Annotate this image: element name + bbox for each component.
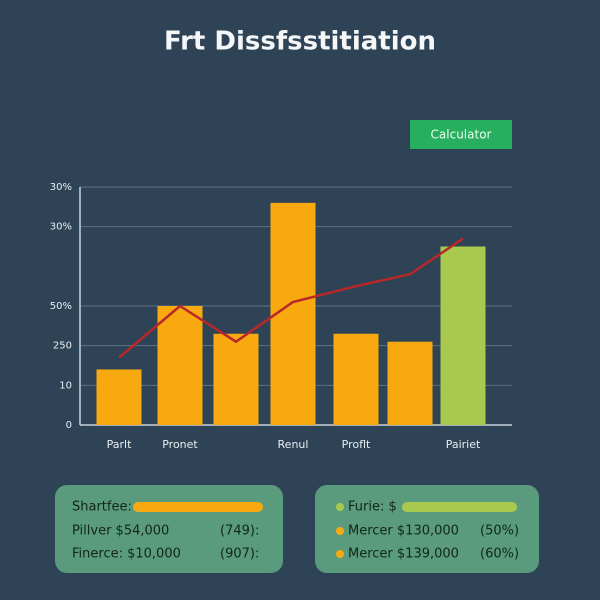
progress-bar [402, 502, 517, 512]
x-tick-label: Proflt [342, 438, 371, 451]
x-tick-label: Parlt [107, 438, 132, 451]
chart: 0 10 250 50% 30% 30% Parlt Pronet Renul Proflt Pai… [50, 182, 512, 451]
panel-text: (749): [220, 524, 259, 539]
trend-line [118, 237, 464, 359]
dot [336, 503, 344, 511]
panel-text: Shartfee: [72, 500, 132, 515]
panel-text: (907): [220, 547, 259, 562]
panel-text: (50%) [480, 524, 519, 539]
bar [440, 246, 486, 425]
y-tick-label: 10 [59, 380, 72, 391]
calculator-button-label[interactable]: Calculator [431, 128, 492, 142]
x-tick-label: Pairiet [446, 438, 481, 451]
panel-text: (60%) [480, 547, 519, 562]
page-title: Frt Dissfsstitiation [164, 27, 436, 57]
panel-text: Mercer $130,000 [348, 524, 459, 539]
bar [387, 341, 433, 425]
bar [333, 333, 379, 425]
y-tick-label: 50% [50, 301, 72, 312]
bar [96, 369, 142, 425]
x-tick-label: Pronet [162, 438, 198, 451]
panel-text: Pillver $54,000 [72, 524, 169, 539]
x-tick-label: Renul [278, 438, 309, 451]
y-tick-label: 30% [50, 182, 72, 193]
y-tick-label: 30% [50, 222, 72, 233]
bar [213, 333, 259, 425]
calculator-button[interactable] [410, 120, 512, 149]
dot [336, 550, 344, 558]
bar [157, 306, 203, 425]
y-tick-label: 250 [53, 341, 72, 352]
panel-text: Mercer $139,000 [348, 547, 459, 562]
progress-bar [133, 502, 263, 512]
dot [336, 527, 344, 535]
panel-text: Finerce: $10,000 [72, 547, 181, 562]
panel-text: Furie: $ [348, 500, 397, 515]
y-tick-label: 0 [66, 420, 72, 431]
